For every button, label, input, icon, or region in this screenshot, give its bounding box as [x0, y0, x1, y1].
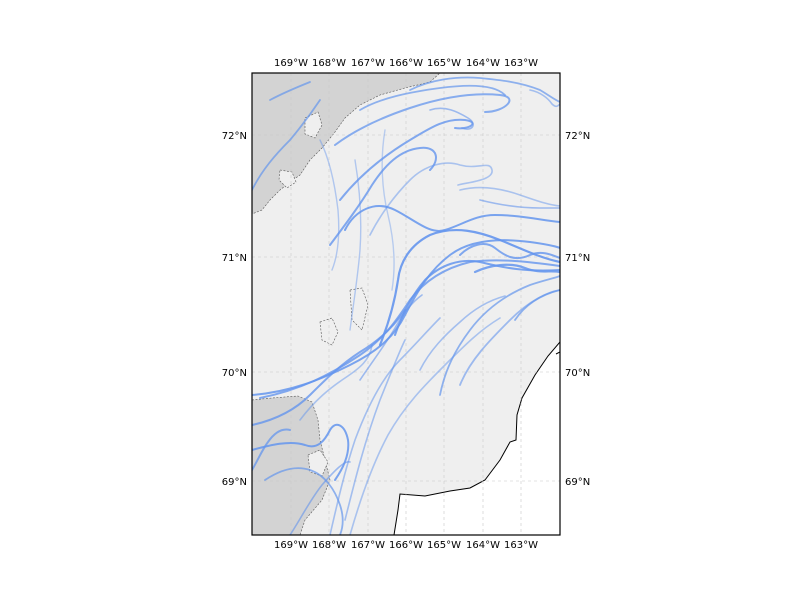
lat-label-left: 70°N: [222, 368, 247, 379]
lat-label-right: 70°N: [565, 368, 590, 379]
graticule: [252, 73, 560, 535]
lat-label-left: 71°N: [222, 253, 247, 264]
island-e: [349, 287, 369, 331]
lat-label-left: 69°N: [222, 477, 247, 488]
lat-label-right: 69°N: [565, 477, 590, 488]
land-alaska: [393, 341, 560, 535]
lon-label-top: 164°W: [466, 58, 500, 69]
map-frame: [251, 72, 561, 536]
lon-label-top: 168°W: [312, 58, 346, 69]
drift-tracks: [252, 76, 560, 535]
lon-label-bottom: 163°W: [504, 540, 538, 551]
lon-label-top: 167°W: [351, 58, 385, 69]
lon-label-bottom: 165°W: [427, 540, 461, 551]
lon-labels-bottom: 169°W 168°W 167°W 166°W 165°W 164°W 163°…: [274, 540, 538, 551]
lat-label-left: 72°N: [222, 131, 247, 142]
land-northwest: [252, 73, 441, 215]
lon-label-bottom: 166°W: [389, 540, 423, 551]
lon-label-bottom: 164°W: [466, 540, 500, 551]
lat-label-right: 71°N: [565, 253, 590, 264]
lon-label-bottom: 168°W: [312, 540, 346, 551]
lon-label-top: 163°W: [504, 58, 538, 69]
lat-labels-left: 72°N 71°N 70°N 69°N: [222, 131, 247, 488]
lon-label-top: 166°W: [389, 58, 423, 69]
lat-label-right: 72°N: [565, 131, 590, 142]
alaska-cape: [555, 351, 560, 355]
island-c: [307, 449, 329, 477]
lon-labels-top: 169°W 168°W 167°W 166°W 165°W 164°W 163°…: [274, 58, 538, 69]
lat-labels-right: 72°N 71°N 70°N 69°N: [565, 131, 590, 488]
lon-label-bottom: 167°W: [351, 540, 385, 551]
lon-label-top: 165°W: [427, 58, 461, 69]
lon-label-top: 169°W: [274, 58, 308, 69]
island-b: [278, 169, 297, 189]
island-a: [304, 111, 323, 139]
lon-label-bottom: 169°W: [274, 540, 308, 551]
